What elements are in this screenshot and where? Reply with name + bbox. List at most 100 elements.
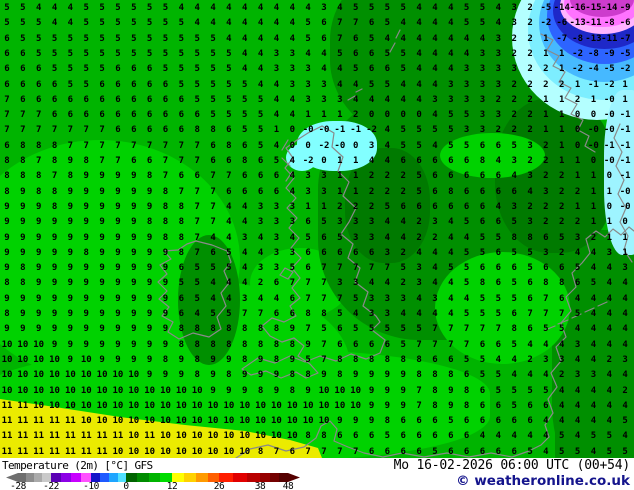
temp-value: 6 <box>432 431 438 442</box>
temp-value: 4 <box>400 232 406 243</box>
temp-value: 5 <box>226 48 232 59</box>
temp-value: 8 <box>194 339 200 350</box>
temp-value: 6 <box>368 446 375 457</box>
temp-value: 4 <box>416 293 422 304</box>
temp-value: 3 <box>416 263 422 274</box>
temp-value: 6 <box>337 324 343 335</box>
temp-value: 4 <box>527 370 533 381</box>
temp-value: 9 <box>400 370 406 381</box>
temp-value: 6 <box>226 156 232 166</box>
temp-value: 2 <box>495 94 502 105</box>
temp-value: 6 <box>178 293 185 304</box>
temp-value: 2 <box>527 156 533 166</box>
temp-value: 4 <box>368 94 375 105</box>
temp-value: 5 <box>479 18 486 29</box>
temp-value: 9 <box>131 354 137 365</box>
temp-value: 7 <box>210 217 216 228</box>
temp-value: 6 <box>146 79 153 90</box>
temp-value: 11 <box>96 446 108 457</box>
temp-value: 9 <box>99 171 105 182</box>
temp-value: 9 <box>400 385 406 396</box>
temp-value: 0 <box>622 217 628 228</box>
temp-value: 11 <box>144 431 156 442</box>
temp-value: 6 <box>131 125 137 136</box>
temp-value: 5 <box>463 263 470 274</box>
scale-segment <box>260 473 270 482</box>
temp-value: 3 <box>479 110 486 121</box>
temp-value: 5 <box>131 18 137 29</box>
temp-value: 4 <box>384 125 391 136</box>
temp-value: 7 <box>226 171 232 182</box>
temp-value: 3 <box>400 293 406 304</box>
temp-value: 6 <box>131 110 137 121</box>
temp-value: 10 <box>207 416 219 427</box>
temp-value: 3 <box>622 263 628 274</box>
temp-value: 9 <box>83 201 89 212</box>
temp-value: 9 <box>83 278 89 289</box>
scale-tick: -28 <box>10 481 26 490</box>
temp-value: 9 <box>226 385 232 396</box>
temp-value: 6 <box>463 171 470 182</box>
temp-value: 8 <box>178 324 185 335</box>
temp-value: 5 <box>400 3 406 13</box>
temp-value: 7 <box>257 309 264 319</box>
temp-value: 4 <box>416 18 422 29</box>
temp-value: 8 <box>226 339 232 350</box>
temp-value: 1 <box>574 171 581 182</box>
temp-value: 1 <box>590 94 597 105</box>
temp-value: 5 <box>83 64 89 75</box>
temp-value: 6 <box>479 217 486 228</box>
temp-value: 8 <box>448 186 454 197</box>
temp-value: 11 <box>80 431 92 442</box>
temp-value: 4 <box>305 3 311 13</box>
temp-value: 3 <box>289 247 296 258</box>
temp-value: 7 <box>178 156 185 166</box>
temp-value: 10 <box>1 385 13 396</box>
temp-value: 2 <box>559 186 565 197</box>
temp-value: 3 <box>527 171 533 182</box>
scale-segment <box>270 473 279 482</box>
scale-segment <box>137 473 149 482</box>
temp-value: 10 <box>80 385 92 396</box>
temp-value: 3 <box>242 232 248 243</box>
temp-value: 5 <box>162 18 169 29</box>
temp-value: 5 <box>606 431 613 442</box>
temp-value: 6 <box>337 247 343 258</box>
temp-value: 6 <box>242 140 248 151</box>
temp-value: 2 <box>352 110 359 121</box>
temp-value: 6 <box>162 79 169 90</box>
temp-value: 5 <box>178 278 185 289</box>
temp-value: -8 <box>603 18 615 29</box>
temp-value: 3 <box>273 201 280 212</box>
temp-value: 4 <box>384 278 391 289</box>
temp-value: 4 <box>257 3 264 13</box>
temp-value: 6 <box>35 94 42 105</box>
temp-value: 8 <box>226 370 232 381</box>
temp-value: 9 <box>115 232 121 243</box>
temp-value: 9 <box>146 293 153 304</box>
temp-value: 3 <box>463 79 470 90</box>
temp-value: 3 <box>543 247 549 258</box>
scale-segment <box>91 473 100 482</box>
temp-value: 2 <box>543 171 549 182</box>
temp-value: 4 <box>273 94 280 105</box>
temp-value: 2 <box>511 110 517 121</box>
temp-value: 8 <box>178 217 185 228</box>
temp-value: 6 <box>400 416 406 427</box>
temp-value: -14 <box>553 3 570 13</box>
temp-value: 2 <box>527 18 533 29</box>
temp-value: 9 <box>67 217 74 228</box>
temp-value: 3 <box>448 94 454 105</box>
temp-value: 7 <box>321 278 327 289</box>
temp-value: 2 <box>527 94 533 105</box>
scale-segment <box>71 473 81 482</box>
temp-value: 5 <box>51 33 58 44</box>
temp-value: 8 <box>257 385 264 396</box>
temp-value: 6 <box>257 156 264 166</box>
temp-value: -2 <box>572 48 584 59</box>
temp-value: 7 <box>162 171 169 182</box>
temp-value: 3 <box>479 94 486 105</box>
temp-value: 7 <box>273 446 280 457</box>
temp-value: 2 <box>527 48 533 59</box>
temp-value: 10 <box>302 400 314 411</box>
